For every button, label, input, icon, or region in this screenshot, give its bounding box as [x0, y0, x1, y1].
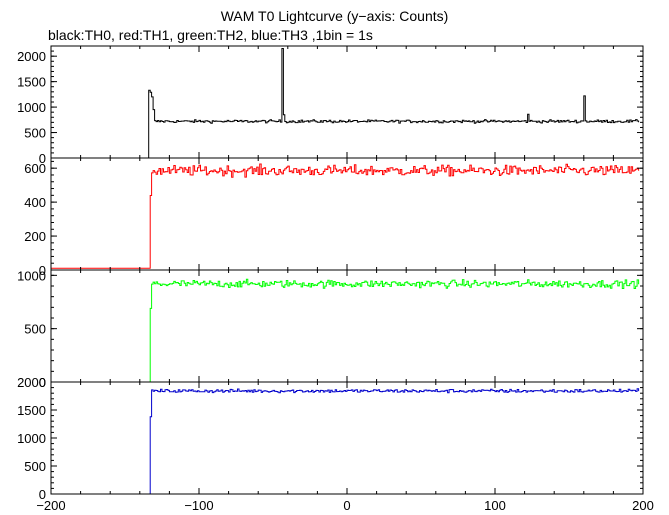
y-tick-label: 2000	[17, 49, 46, 64]
y-tick-label: 0	[39, 487, 46, 502]
y-tick-label: 500	[24, 126, 46, 141]
chart-title: WAM T0 Lightcurve (y−axis: Counts)	[220, 8, 449, 24]
series-line-th1	[51, 163, 640, 269]
x-tick-label: 100	[484, 498, 506, 513]
y-tick-label: 0	[39, 151, 46, 166]
panel-frame-th0	[50, 45, 644, 159]
y-tick-label: 500	[24, 322, 46, 337]
y-tick-label: 2000	[17, 375, 46, 390]
y-tick-label: 1000	[17, 268, 46, 283]
series-line-th3	[51, 388, 640, 495]
y-tick-label: 1500	[17, 403, 46, 418]
y-tick-label: 600	[24, 161, 46, 176]
y-tick-label: 0	[39, 375, 46, 390]
y-tick-label: 1000	[17, 431, 46, 446]
panel-frame-th3	[50, 381, 644, 495]
panel-frame-th1	[50, 157, 644, 271]
y-tick-label: 1500	[17, 75, 46, 90]
x-tick-label: −100	[184, 498, 213, 513]
y-tick-label: 500	[24, 459, 46, 474]
x-tick-label: 0	[343, 498, 350, 513]
x-tick-label: −200	[36, 498, 65, 513]
x-tick-label: 200	[632, 498, 654, 513]
series-line-th2	[51, 278, 640, 383]
y-tick-label: 1000	[17, 100, 46, 115]
y-tick-label: 400	[24, 195, 46, 210]
panel-frame-th2	[50, 269, 644, 383]
y-tick-label: 200	[24, 229, 46, 244]
chart-subtitle: black:TH0, red:TH1, green:TH2, blue:TH3 …	[48, 27, 373, 43]
y-tick-label: 0	[39, 263, 46, 278]
series-line-th0	[51, 48, 640, 159]
